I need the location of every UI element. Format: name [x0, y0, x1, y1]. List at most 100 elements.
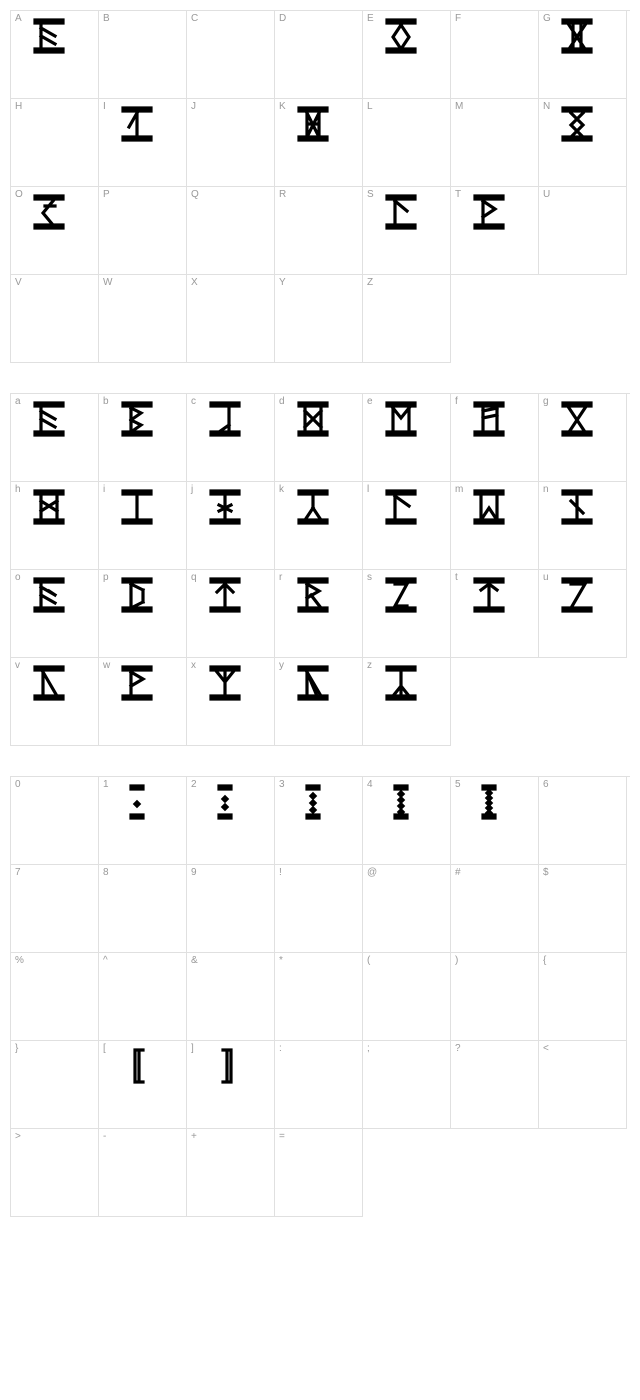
glyph-cell: ?	[451, 1041, 539, 1129]
glyph-cell: +	[187, 1129, 275, 1217]
glyph-icon	[557, 574, 597, 616]
glyph-cell: S	[363, 187, 451, 275]
glyph-icon	[29, 15, 69, 57]
glyph-cell	[539, 1129, 627, 1217]
cell-label: P	[103, 189, 110, 200]
cell-label: c	[191, 396, 196, 407]
glyph-cell: C	[187, 11, 275, 99]
cell-label: 1	[103, 779, 109, 790]
glyph-cell: #	[451, 865, 539, 953]
cell-label: 8	[103, 867, 109, 878]
cell-label: G	[543, 13, 551, 24]
cell-label: >	[15, 1131, 21, 1142]
glyph-cell: Y	[275, 275, 363, 363]
cell-label: u	[543, 572, 549, 583]
glyph-cell: 6	[539, 777, 627, 865]
cell-label: =	[279, 1131, 285, 1142]
glyph-cell: B	[99, 11, 187, 99]
cell-label: A	[15, 13, 22, 24]
glyph-cell: O	[11, 187, 99, 275]
cell-label: R	[279, 189, 286, 200]
cell-label: }	[15, 1043, 18, 1054]
cell-label: f	[455, 396, 458, 407]
cell-label: N	[543, 101, 550, 112]
glyph-icon	[205, 398, 245, 440]
glyph-cell: g	[539, 394, 627, 482]
cell-label: y	[279, 660, 284, 671]
glyph-icon	[469, 781, 509, 823]
glyph-grid: 0123456789!@#$%^&*(){}[]:;?<>-+=	[10, 776, 630, 1217]
cell-label: ;	[367, 1043, 370, 1054]
cell-label: x	[191, 660, 196, 671]
glyph-icon	[557, 486, 597, 528]
glyph-cell: !	[275, 865, 363, 953]
cell-label: ?	[455, 1043, 461, 1054]
glyph-cell	[539, 658, 627, 746]
glyph-cell: )	[451, 953, 539, 1041]
cell-label: {	[543, 955, 546, 966]
glyph-icon	[469, 574, 509, 616]
glyph-cell: J	[187, 99, 275, 187]
glyph-cell: n	[539, 482, 627, 570]
glyph-cell: N	[539, 99, 627, 187]
glyph-icon	[205, 781, 245, 823]
glyph-cell: Q	[187, 187, 275, 275]
cell-label: !	[279, 867, 282, 878]
glyph-cell: R	[275, 187, 363, 275]
cell-label: E	[367, 13, 374, 24]
cell-label: :	[279, 1043, 282, 1054]
glyph-icon	[469, 486, 509, 528]
glyph-cell: X	[187, 275, 275, 363]
cell-label: t	[455, 572, 458, 583]
character-map: ABCDEFGHIJKLMNOPQRSTUVWXYZabcdefghijklmn…	[10, 10, 630, 1217]
cell-label: D	[279, 13, 286, 24]
glyph-cell: -	[99, 1129, 187, 1217]
cell-label: S	[367, 189, 374, 200]
cell-label: <	[543, 1043, 549, 1054]
glyph-cell: w	[99, 658, 187, 746]
glyph-icon	[381, 398, 421, 440]
glyph-cell: M	[451, 99, 539, 187]
glyph-cell: 2	[187, 777, 275, 865]
cell-label: 5	[455, 779, 461, 790]
glyph-cell: F	[451, 11, 539, 99]
glyph-cell: I	[99, 99, 187, 187]
cell-label: p	[103, 572, 109, 583]
glyph-cell: x	[187, 658, 275, 746]
glyph-grid: abcdefghijklmnopqrstuvwxyz	[10, 393, 630, 746]
cell-label: $	[543, 867, 549, 878]
glyph-icon	[557, 398, 597, 440]
glyph-cell: ]	[187, 1041, 275, 1129]
glyph-icon	[117, 486, 157, 528]
glyph-cell: H	[11, 99, 99, 187]
glyph-icon	[29, 191, 69, 233]
glyph-cell: L	[363, 99, 451, 187]
section-symbols: 0123456789!@#$%^&*(){}[]:;?<>-+=	[10, 776, 630, 1217]
cell-label: O	[15, 189, 23, 200]
glyph-cell	[363, 1129, 451, 1217]
cell-label: -	[103, 1131, 106, 1142]
cell-label: V	[15, 277, 22, 288]
cell-label: z	[367, 660, 372, 671]
glyph-cell: T	[451, 187, 539, 275]
glyph-cell: 9	[187, 865, 275, 953]
glyph-icon	[29, 486, 69, 528]
glyph-icon	[381, 191, 421, 233]
cell-label: e	[367, 396, 373, 407]
glyph-icon	[293, 662, 333, 704]
glyph-cell: b	[99, 394, 187, 482]
glyph-icon	[557, 103, 597, 145]
cell-label: ]	[191, 1043, 194, 1054]
glyph-cell: z	[363, 658, 451, 746]
glyph-cell: e	[363, 394, 451, 482]
cell-label: B	[103, 13, 110, 24]
glyph-cell: Z	[363, 275, 451, 363]
glyph-cell: ^	[99, 953, 187, 1041]
cell-label: d	[279, 396, 285, 407]
glyph-cell: v	[11, 658, 99, 746]
glyph-icon	[117, 574, 157, 616]
glyph-icon	[381, 781, 421, 823]
glyph-cell: &	[187, 953, 275, 1041]
cell-label: C	[191, 13, 198, 24]
glyph-icon	[381, 15, 421, 57]
